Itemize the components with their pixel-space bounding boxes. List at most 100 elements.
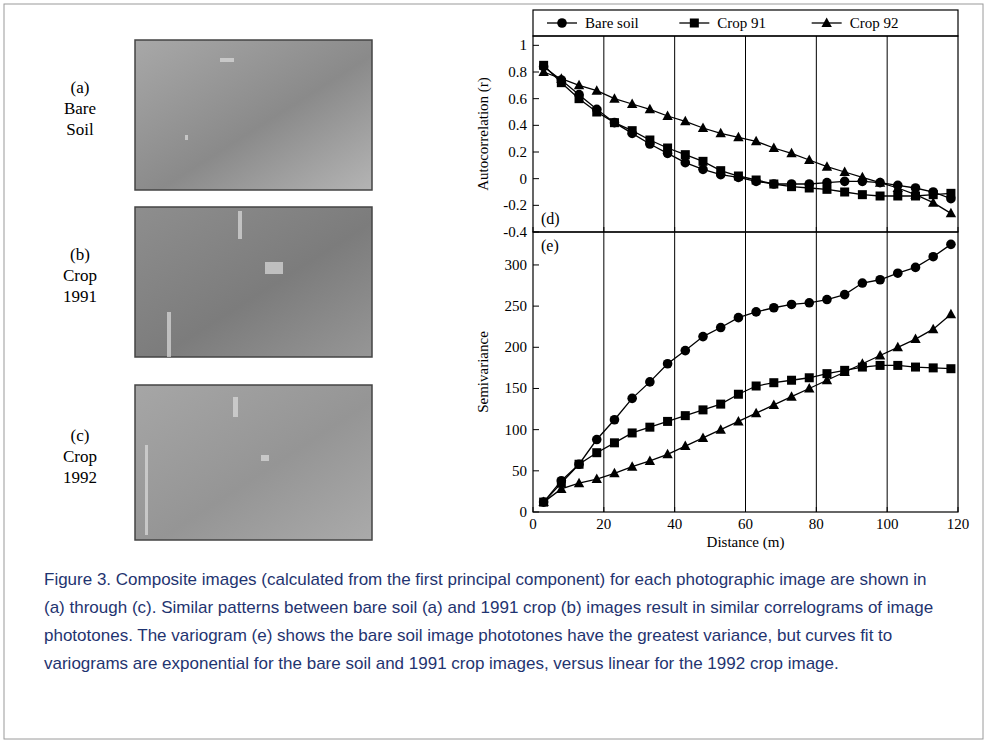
series-point bbox=[699, 405, 708, 414]
series-point bbox=[946, 208, 956, 218]
series-point bbox=[698, 123, 708, 133]
grid-line bbox=[887, 36, 888, 232]
series-point bbox=[822, 185, 831, 194]
plot-frame bbox=[533, 36, 958, 232]
series-point bbox=[645, 377, 655, 387]
series-point bbox=[839, 167, 849, 177]
series-point bbox=[911, 363, 920, 372]
y-tick bbox=[533, 470, 539, 471]
series-point bbox=[876, 192, 885, 201]
image-texture bbox=[185, 135, 188, 140]
chart-1: 050100150200250300020406080100120Semivar… bbox=[475, 232, 969, 551]
series-point bbox=[822, 161, 832, 171]
x-tick bbox=[887, 507, 888, 512]
series-point bbox=[680, 441, 690, 451]
y-tick bbox=[533, 388, 539, 389]
series-point bbox=[592, 85, 602, 95]
y-tick bbox=[533, 152, 539, 153]
y-tick bbox=[533, 512, 539, 513]
series-point bbox=[575, 94, 584, 103]
series-point bbox=[733, 132, 743, 142]
y-tick-label: 1 bbox=[520, 37, 528, 53]
series-point bbox=[645, 136, 654, 145]
series-point bbox=[538, 497, 548, 507]
series-point bbox=[610, 415, 620, 425]
series-point bbox=[858, 190, 867, 199]
series-line bbox=[544, 244, 951, 502]
panel-label: Crop1991 bbox=[63, 266, 97, 306]
series-line bbox=[544, 65, 951, 196]
series-point bbox=[769, 143, 779, 153]
series-point bbox=[556, 73, 566, 83]
series-point bbox=[946, 240, 956, 250]
y-tick-label: 300 bbox=[505, 257, 528, 273]
series-point bbox=[946, 364, 955, 373]
y-axis-title: Semivariance bbox=[475, 331, 491, 413]
x-tick-label: 20 bbox=[596, 516, 611, 532]
grid-line bbox=[745, 232, 746, 512]
series-point bbox=[556, 483, 566, 493]
y-tick bbox=[533, 429, 539, 430]
y-tick bbox=[533, 205, 539, 206]
x-tick bbox=[603, 507, 604, 512]
x-tick bbox=[533, 507, 534, 512]
series-point bbox=[751, 307, 761, 317]
series-point bbox=[910, 334, 920, 344]
series-point bbox=[716, 128, 726, 137]
y-axis-title: Autocorrelation (r) bbox=[475, 77, 492, 191]
y-tick-label: 0.6 bbox=[508, 91, 527, 107]
grid-line bbox=[674, 36, 675, 232]
series-point bbox=[822, 375, 832, 385]
y-tick bbox=[533, 72, 539, 73]
grid-line bbox=[816, 232, 817, 512]
series-point bbox=[786, 391, 796, 401]
series-point bbox=[787, 376, 796, 385]
series-point bbox=[857, 172, 867, 182]
series-point bbox=[645, 104, 655, 114]
series-point bbox=[822, 295, 832, 305]
x-tick bbox=[674, 227, 675, 232]
grid-line bbox=[603, 232, 604, 512]
image-texture bbox=[265, 262, 283, 274]
x-tick-label: 0 bbox=[529, 516, 537, 532]
series-point bbox=[574, 478, 584, 488]
series-point bbox=[680, 158, 690, 168]
series-point bbox=[663, 144, 672, 153]
grid-line bbox=[887, 232, 888, 512]
series-point bbox=[627, 99, 637, 109]
series-point bbox=[946, 309, 956, 319]
grid-line bbox=[745, 36, 746, 232]
series-point bbox=[575, 460, 584, 469]
series-point bbox=[929, 363, 938, 372]
panel-label-line: Bare bbox=[64, 99, 96, 118]
data-group bbox=[538, 240, 956, 507]
series-point bbox=[698, 432, 708, 442]
panel-letter: (a) bbox=[71, 78, 90, 97]
series-point bbox=[804, 383, 814, 393]
series-point bbox=[609, 93, 619, 103]
series-point bbox=[839, 367, 849, 377]
series-point bbox=[645, 423, 654, 432]
series-point bbox=[752, 382, 761, 391]
series-point bbox=[804, 155, 814, 165]
series-line bbox=[544, 314, 951, 502]
x-tick bbox=[816, 507, 817, 512]
series-line bbox=[544, 365, 951, 502]
series-line bbox=[544, 67, 951, 199]
series-point bbox=[574, 80, 584, 90]
series-point bbox=[893, 361, 902, 370]
series-point bbox=[539, 497, 549, 507]
y-tick-label: 0.2 bbox=[508, 144, 527, 160]
y-tick-label: 50 bbox=[512, 463, 527, 479]
panel-label: Crop1992 bbox=[63, 447, 97, 487]
series-point bbox=[769, 303, 779, 313]
series-point bbox=[875, 350, 885, 360]
series-point bbox=[786, 148, 796, 158]
series-point bbox=[734, 313, 744, 323]
panel-letter: (c) bbox=[71, 426, 90, 445]
series-point bbox=[787, 182, 796, 191]
x-axis-title: Distance (m) bbox=[707, 534, 785, 551]
x-tick bbox=[603, 227, 604, 232]
series-point bbox=[769, 179, 779, 189]
series-point bbox=[751, 136, 761, 146]
